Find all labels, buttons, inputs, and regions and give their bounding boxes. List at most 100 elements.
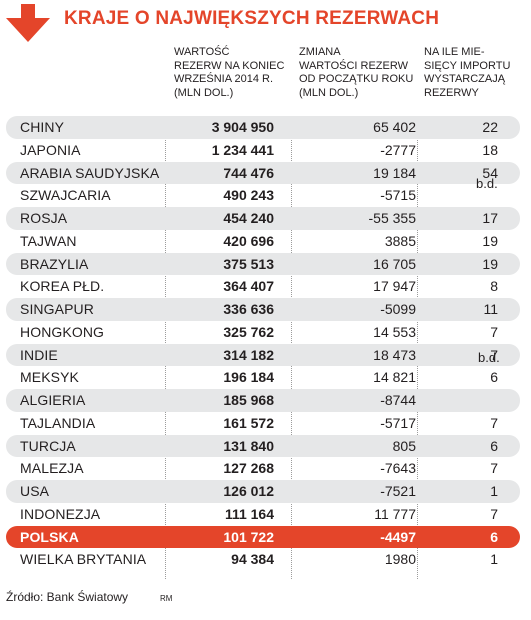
reserves-cell: 3 904 950 (211, 119, 274, 135)
table-row: TAJWAN 420 696 3885 19 (6, 230, 520, 253)
table-row: MEKSYK 196 184 14 821 6 (6, 366, 520, 389)
reserves-table: CHINY 3 904 950 65 402 22 JAPONIA 1 234 441 -2… (6, 116, 520, 571)
months-cell: 18 (482, 141, 498, 158)
months-cell: 7 (490, 346, 498, 363)
table-row: ROSJA 454 240 -55 355 17 (6, 207, 520, 230)
reserves-cell: 314 182 (223, 346, 274, 363)
header-months: NA ILE MIE- SIĘCY IMPORTU WYSTARCZAJĄ RE… (424, 46, 511, 99)
table-row: INDIE 314 182 18 473 7 (6, 343, 520, 367)
reserves-cell: 111 164 (224, 505, 274, 522)
country-cell: MALEZJA (20, 460, 84, 477)
reserves-cell: 420 696 (223, 232, 274, 249)
table-row: TURCJA 131 840 805 6 (6, 434, 520, 458)
arrow-down-icon (6, 4, 50, 42)
change-cell: 17 947 (373, 278, 416, 295)
table-row: WIELKA BRYTANIA 94 384 1980 1 (6, 548, 520, 571)
table-row: CHINY 3 904 950 65 402 22 (6, 116, 520, 139)
change-cell: 14 553 (373, 323, 416, 340)
table-row: HONGKONG 325 762 14 553 7 (6, 321, 520, 344)
months-cell: 6 (490, 437, 498, 454)
country-cell: ALGIERIA (20, 392, 86, 408)
country-cell: TURCJA (20, 437, 76, 454)
table-row: ALGIERIA 185 968 -8744 (6, 389, 520, 412)
table-row: JAPONIA 1 234 441 -2777 18 (6, 139, 520, 162)
reserves-cell: 131 840 (223, 437, 274, 454)
country-cell: SINGAPUR (20, 301, 94, 317)
table-row: MALEZJA 127 268 -7643 7 (6, 457, 520, 480)
reserves-cell: 161 572 (223, 414, 274, 431)
reserves-cell: 336 636 (223, 301, 274, 317)
country-cell: INDIE (20, 346, 58, 363)
reserves-cell: 744 476 (223, 164, 274, 181)
change-cell: -2777 (380, 141, 416, 158)
country-cell: TAJLANDIA (20, 414, 96, 431)
months-cell: 7 (490, 414, 498, 431)
page-title: KRAJE O NAJWIĘKSZYCH REZERWACH (64, 8, 440, 29)
change-cell: 65 402 (373, 119, 416, 135)
change-cell: 3885 (384, 232, 416, 249)
change-cell: 11 777 (374, 505, 416, 522)
change-cell: 16 705 (373, 255, 416, 272)
table-row: TAJLANDIA 161 572 -5717 7 (6, 412, 520, 435)
change-cell: -8744 (380, 392, 416, 408)
country-cell: KOREA PŁD. (20, 278, 105, 295)
months-cell: 22 (482, 119, 498, 135)
no-data-note: b.d. (476, 176, 498, 191)
country-cell: USA (20, 483, 50, 499)
change-cell: 14 821 (373, 369, 416, 386)
change-cell: -4497 (380, 528, 416, 545)
change-cell: 1980 (384, 551, 416, 568)
change-cell: -5715 (380, 187, 416, 204)
reserves-cell: 94 384 (231, 551, 274, 568)
header-change: ZMIANA WARTOŚCI REZERW OD POCZĄTKU ROKU … (299, 46, 414, 99)
country-cell: MEKSYK (20, 369, 79, 386)
months-cell: 54 (482, 164, 498, 181)
country-cell: SZWAJCARIA (20, 187, 111, 204)
country-cell: ROSJA (20, 210, 68, 226)
reserves-cell: 126 012 (223, 483, 274, 499)
reserves-cell: 490 243 (223, 187, 274, 204)
reserves-cell: 375 513 (223, 255, 274, 272)
source-note: Źródło: Bank Światowy (6, 590, 129, 604)
reserves-cell: 325 762 (223, 323, 274, 340)
table-row: INDONEZJA 111 164 11 777 7 (6, 503, 520, 526)
header-reserves: WARTOŚĆ REZERW NA KONIEC WRZEŚNIA 2014 R… (174, 46, 285, 99)
table-row: POLSKA 101 722 -4497 6 (6, 525, 520, 549)
change-cell: -5099 (380, 301, 416, 317)
no-data-note: b.d. (478, 350, 500, 365)
months-cell: 7 (490, 460, 498, 477)
country-cell: HONGKONG (20, 323, 105, 340)
change-cell: -7521 (380, 483, 416, 499)
country-cell: JAPONIA (20, 141, 81, 158)
country-cell: WIELKA BRYTANIA (20, 551, 147, 568)
table-row: BRAZYLIA 375 513 16 705 19 (6, 252, 520, 276)
country-cell: INDONEZJA (20, 505, 101, 522)
change-cell: -5717 (380, 414, 416, 431)
change-cell: 805 (392, 437, 416, 454)
reserves-cell: 1 234 441 (211, 141, 274, 158)
table-row: KOREA PŁD. 364 407 17 947 8 (6, 275, 520, 298)
reserves-cell: 127 268 (223, 460, 274, 477)
author-signature: RM (160, 594, 173, 603)
months-cell: 19 (482, 232, 498, 249)
table-row: SINGAPUR 336 636 -5099 11 (6, 298, 520, 321)
title-bar: KRAJE O NAJWIĘKSZYCH REZERWACH (6, 4, 526, 44)
table-row: ARABIA SAUDYJSKA 744 476 19 184 54 (6, 161, 520, 185)
change-cell: 18 473 (373, 346, 416, 363)
months-cell: 7 (490, 505, 498, 522)
months-cell: 7 (490, 323, 498, 340)
country-cell: TAJWAN (20, 232, 77, 249)
change-cell: -55 355 (368, 210, 416, 226)
months-cell: 1 (490, 551, 498, 568)
months-cell: 11 (483, 301, 498, 317)
months-cell: 17 (482, 210, 498, 226)
reserves-cell: 185 968 (223, 392, 274, 408)
months-cell: 19 (482, 255, 498, 272)
months-cell: 8 (490, 278, 498, 295)
table-row: SZWAJCARIA 490 243 -5715 (6, 184, 520, 207)
table-row: USA 126 012 -7521 1 (6, 480, 520, 503)
months-cell: 6 (490, 528, 498, 545)
change-cell: -7643 (380, 460, 416, 477)
country-cell: CHINY (20, 119, 65, 135)
change-cell: 19 184 (373, 164, 416, 181)
